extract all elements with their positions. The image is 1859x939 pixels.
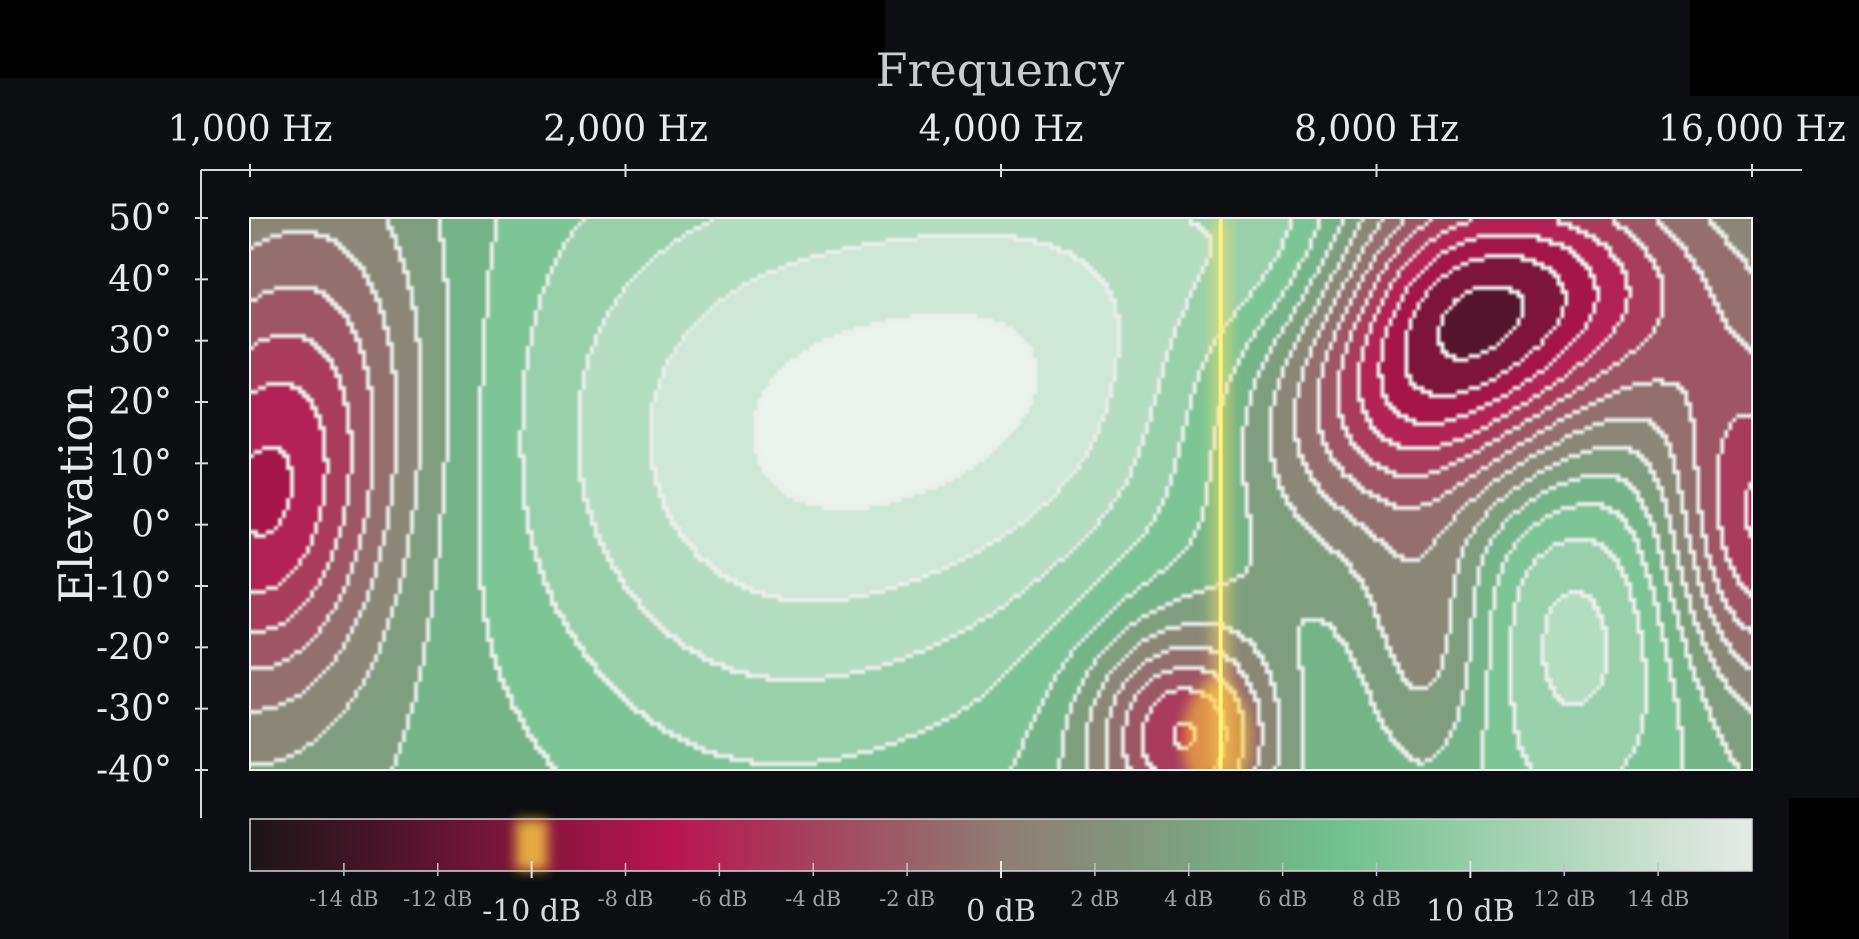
frequency-marker-line (1182, 218, 1251, 770)
colorbar-minor-tick-label: 4 dB (1164, 887, 1213, 911)
x-ticks: 1,000 Hz 2,000 Hz 4,000 Hz 8,000 Hz 16,000 H… (168, 109, 1846, 177)
colorbar-minor-tick-label: 12 dB (1533, 887, 1595, 911)
y-tick-label: 40° (108, 259, 172, 300)
y-tick-label: -30° (96, 689, 172, 730)
x-tick-label: 16,000 Hz (1658, 109, 1846, 150)
x-axis-title: Frequency (876, 43, 1125, 97)
colorbar-minor-tick-label: -6 dB (691, 887, 747, 911)
marker-hotspot (1182, 680, 1251, 770)
y-tick-label: -10° (96, 566, 172, 607)
colorbar-major-tick-label: -10 dB (482, 894, 581, 929)
y-tick-label: 50° (108, 198, 172, 239)
y-tick-label: 20° (108, 382, 172, 423)
x-tick-label: 2,000 Hz (543, 109, 708, 150)
colorbar-minor-tick-label: 2 dB (1070, 887, 1119, 911)
colorbar-ticks: -14 dB -12 dB -8 dB -6 dB -4 dB -2 dB 2 dB 4 dB… (309, 861, 1689, 929)
y-tick-label: 30° (108, 321, 172, 362)
colorbar-minor-tick-label: 6 dB (1258, 887, 1307, 911)
y-tick-label: 10° (108, 443, 172, 484)
x-tick-label: 1,000 Hz (168, 109, 333, 150)
heatmap-raster (250, 218, 1752, 770)
colorbar-minor-tick-label: -8 dB (597, 887, 653, 911)
colorbar-minor-tick-label: 14 dB (1627, 887, 1689, 911)
y-tick-label: -40° (96, 750, 172, 791)
y-axis-title: Elevation (49, 384, 103, 603)
y-ticks: 50° 40° 30° 20° 10° 0° -10° -20° -30° -40° (96, 198, 208, 791)
y-tick-label: 0° (131, 505, 172, 546)
x-tick-label: 4,000 Hz (919, 109, 1084, 150)
colorbar-major-tick-label: 0 dB (966, 894, 1036, 929)
colorbar-minor-tick-label: -2 dB (879, 887, 935, 911)
colorbar-minor-tick-label: -4 dB (785, 887, 841, 911)
x-tick-label: 8,000 Hz (1294, 109, 1459, 150)
colorbar-minor-tick-label: -14 dB (309, 887, 378, 911)
top-right-black-band (1690, 0, 1859, 96)
bottom-right-black-band (1789, 798, 1859, 939)
y-tick-label: -20° (96, 627, 172, 668)
plot-frame (249, 217, 1753, 771)
colorbar-major-tick-label: 10 dB (1426, 894, 1515, 929)
top-left-black-band (0, 0, 885, 78)
colorbar-minor-tick-label: 8 dB (1352, 887, 1401, 911)
colorbar-minor-tick-label: -12 dB (403, 887, 472, 911)
